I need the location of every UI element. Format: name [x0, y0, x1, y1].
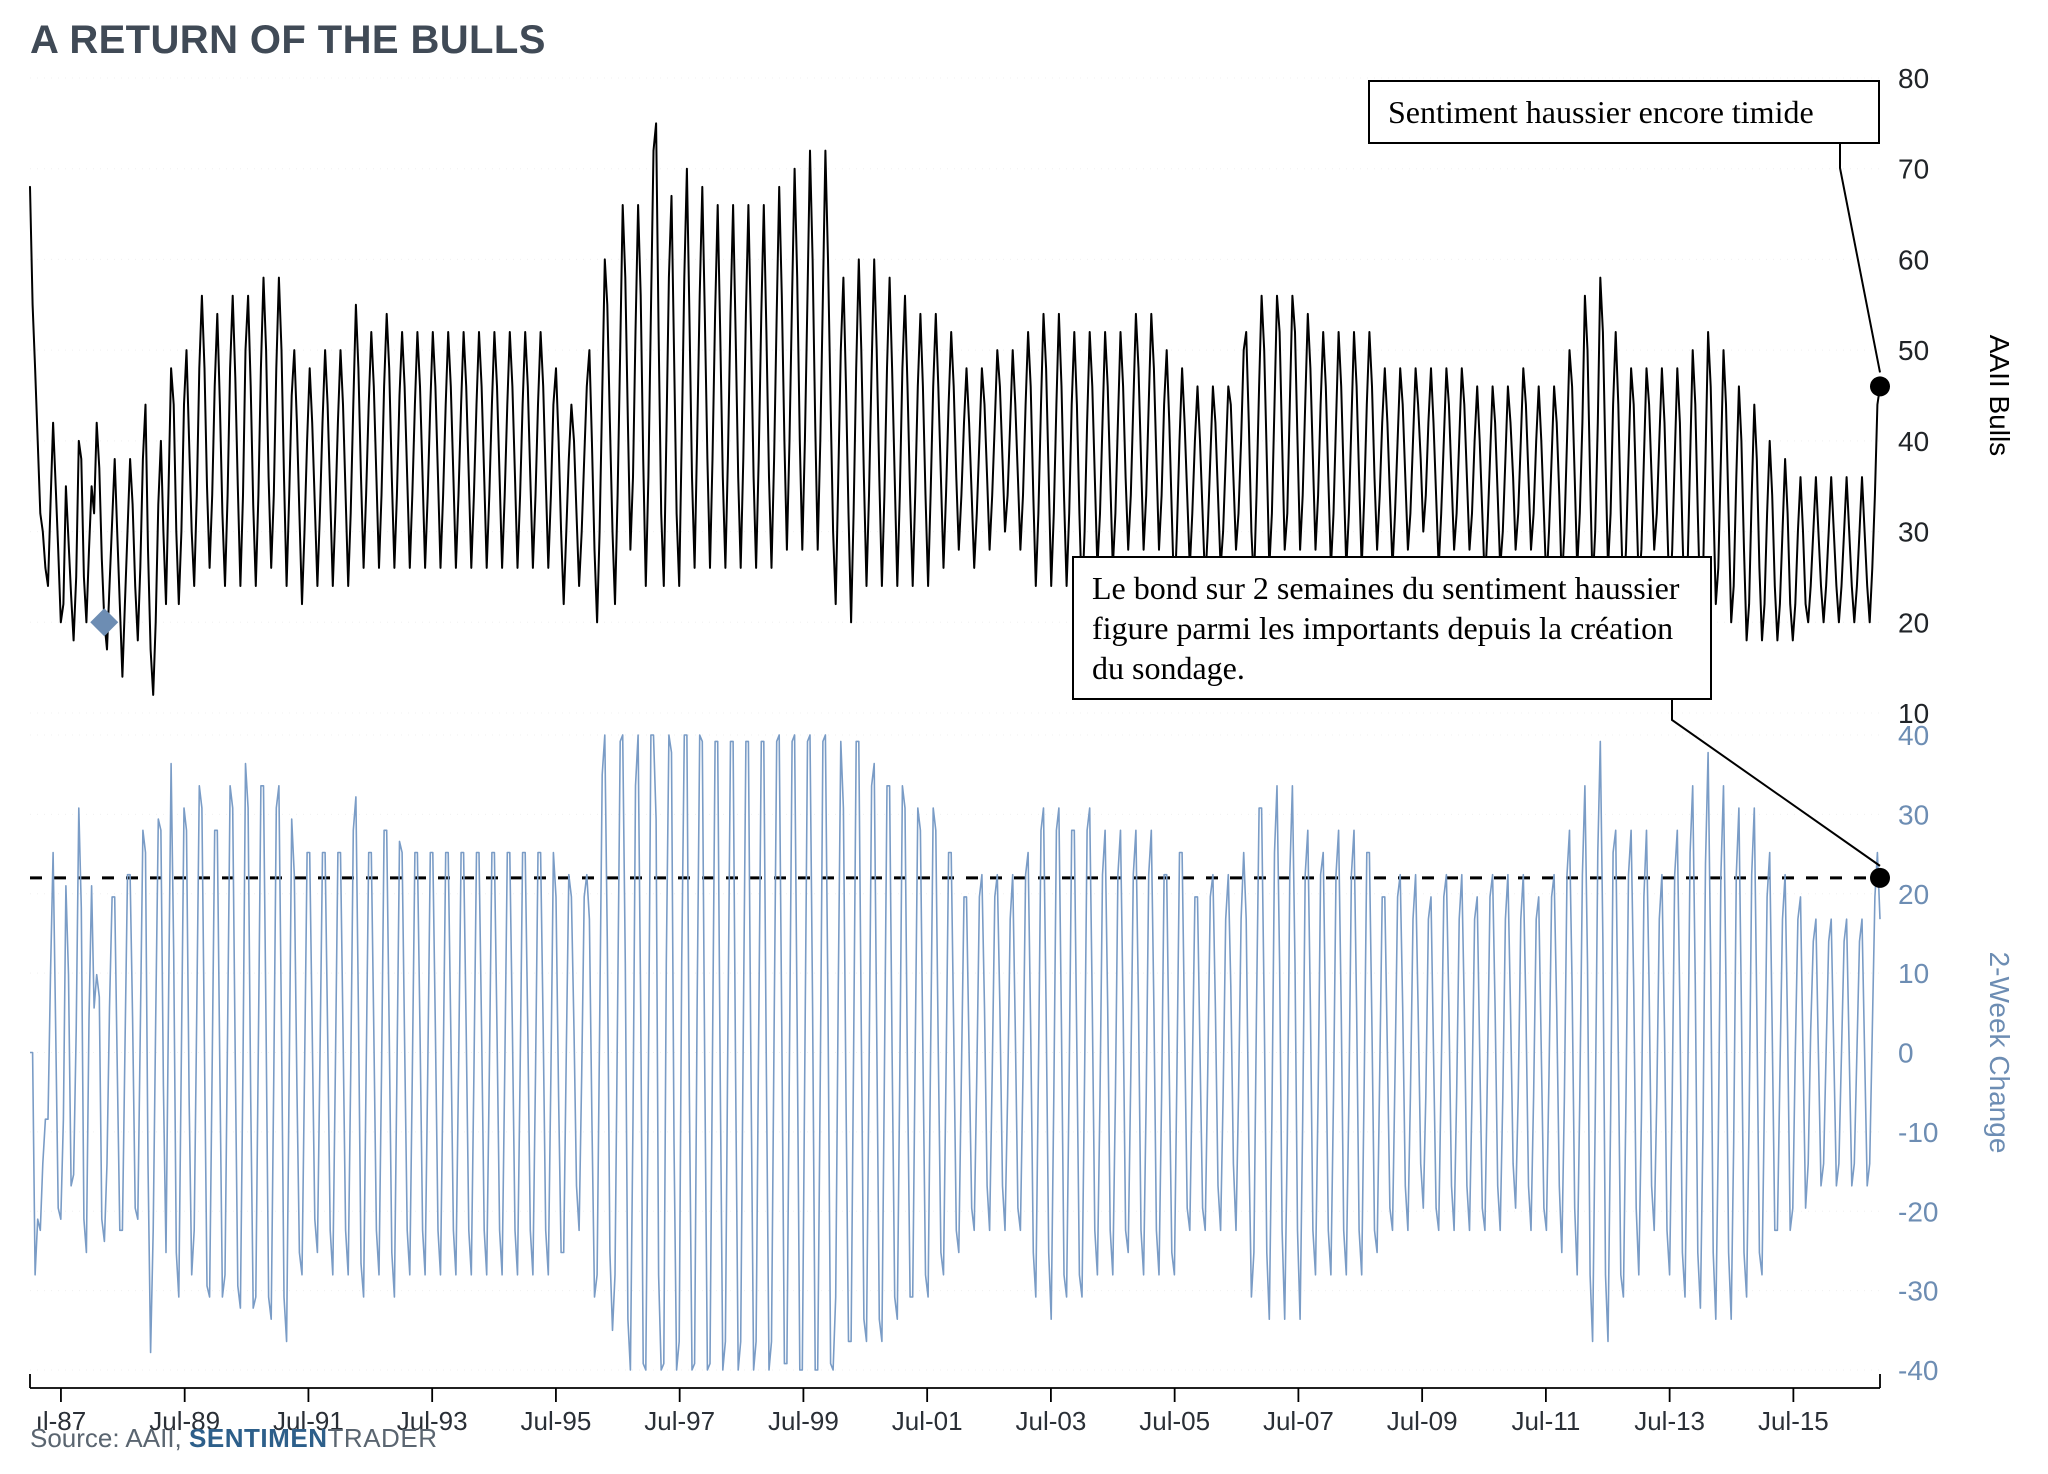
chart-svg: 1020304050607080AAII Bulls-40-30-20-1001… [0, 0, 2048, 1474]
svg-text:Jul-15: Jul-15 [1758, 1406, 1829, 1436]
svg-text:Jul-07: Jul-07 [1263, 1406, 1334, 1436]
svg-text:0: 0 [1898, 1038, 1914, 1069]
svg-text:Jul-11: Jul-11 [1511, 1406, 1580, 1436]
source-aaii: AAII, [125, 1423, 189, 1453]
svg-text:30: 30 [1898, 517, 1929, 548]
svg-text:50: 50 [1898, 335, 1929, 366]
svg-text:-40: -40 [1898, 1355, 1938, 1386]
svg-text:40: 40 [1898, 720, 1929, 751]
svg-text:AAII Bulls: AAII Bulls [1984, 335, 2015, 456]
svg-text:20: 20 [1898, 879, 1929, 910]
svg-text:Jul-03: Jul-03 [1015, 1406, 1086, 1436]
svg-text:20: 20 [1898, 607, 1929, 638]
svg-text:Jul-05: Jul-05 [1139, 1406, 1210, 1436]
svg-text:-20: -20 [1898, 1196, 1938, 1227]
svg-text:70: 70 [1898, 154, 1929, 185]
svg-text:80: 80 [1898, 63, 1929, 94]
svg-text:60: 60 [1898, 244, 1929, 275]
svg-text:Jul-95: Jul-95 [521, 1406, 592, 1436]
source-prefix: Source: [30, 1423, 125, 1453]
svg-text:Jul-97: Jul-97 [644, 1406, 715, 1436]
source-brand-rest: TRADER [328, 1423, 438, 1453]
svg-text:Jul-99: Jul-99 [768, 1406, 839, 1436]
source-line: Source: AAII, SENTIMENTRADER [30, 1423, 438, 1454]
svg-text:Jul-01: Jul-01 [892, 1406, 963, 1436]
chart-container: A RETURN OF THE BULLS 1020304050607080AA… [0, 0, 2048, 1474]
annotation-top: Sentiment haussier encore timide [1368, 80, 1880, 144]
svg-text:Jul-09: Jul-09 [1387, 1406, 1458, 1436]
source-brand-strong: SENTIMEN [189, 1423, 328, 1453]
svg-text:30: 30 [1898, 799, 1929, 830]
svg-text:10: 10 [1898, 958, 1929, 989]
annotation-bottom: Le bond sur 2 semaines du sentiment haus… [1072, 556, 1712, 700]
svg-text:40: 40 [1898, 426, 1929, 457]
svg-text:Jul-13: Jul-13 [1634, 1406, 1705, 1436]
svg-text:-30: -30 [1898, 1276, 1938, 1307]
svg-text:-10: -10 [1898, 1117, 1938, 1148]
svg-text:2-Week Change: 2-Week Change [1984, 952, 2015, 1154]
